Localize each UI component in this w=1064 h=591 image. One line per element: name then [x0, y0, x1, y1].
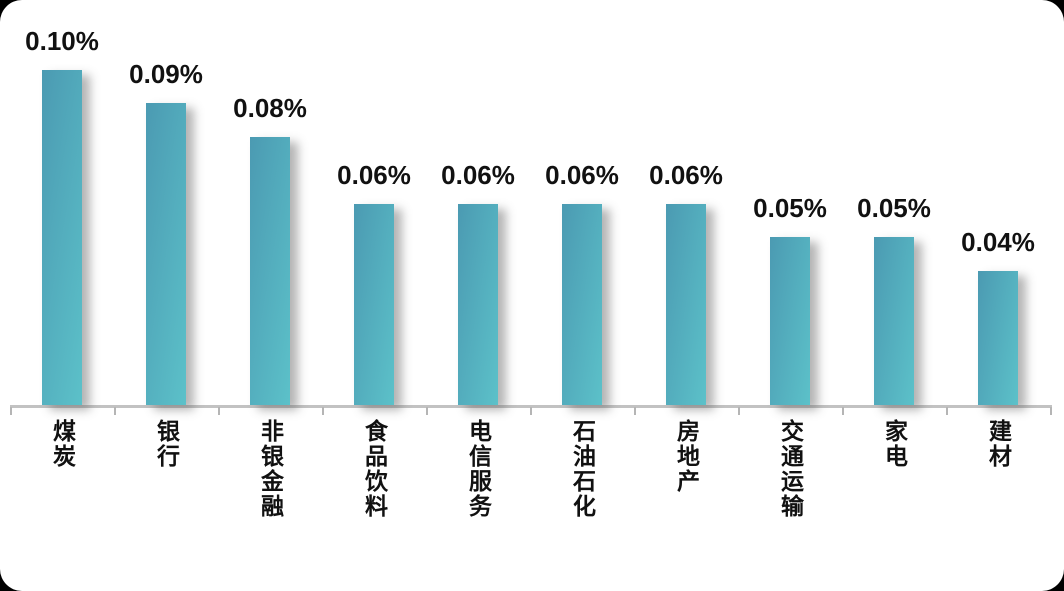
x-axis-label: 食品饮料	[361, 419, 388, 519]
bar	[458, 204, 498, 405]
x-axis-tick	[426, 407, 428, 415]
bar	[874, 237, 914, 405]
x-axis-label: 煤炭	[49, 419, 76, 469]
x-axis-label: 交通运输	[777, 419, 804, 519]
x-axis-tick	[10, 407, 12, 415]
x-axis-tick	[218, 407, 220, 415]
x-axis-line	[10, 405, 1052, 408]
bar	[562, 204, 602, 405]
bar-value-label: 0.06%	[545, 160, 619, 190]
bar-value-label: 0.06%	[649, 160, 723, 190]
bar-value-label: 0.06%	[337, 160, 411, 190]
bar-value-label: 0.04%	[961, 227, 1035, 257]
x-axis-label: 家电	[881, 419, 908, 469]
bar-value-label: 0.10%	[25, 26, 99, 56]
x-axis-label: 电信服务	[465, 419, 492, 519]
bar-value-label: 0.09%	[129, 59, 203, 89]
bar-value-label: 0.05%	[753, 193, 827, 223]
bar	[770, 237, 810, 405]
bar	[250, 137, 290, 405]
x-axis-tick	[114, 407, 116, 415]
bar	[978, 271, 1018, 405]
bar	[42, 70, 82, 405]
x-axis-label: 银行	[153, 419, 180, 469]
x-axis-tick	[530, 407, 532, 415]
bar	[146, 103, 186, 405]
x-axis-tick	[946, 407, 948, 415]
x-axis-tick	[634, 407, 636, 415]
bar	[666, 204, 706, 405]
x-axis-label: 石油石化	[569, 419, 596, 519]
x-axis-tick	[738, 407, 740, 415]
x-axis-label: 建材	[985, 419, 1012, 469]
bar	[354, 204, 394, 405]
bar-value-label: 0.05%	[857, 193, 931, 223]
x-axis-tick	[1050, 407, 1052, 415]
x-axis-label: 房地产	[673, 419, 700, 494]
x-axis-tick	[322, 407, 324, 415]
x-axis-label: 非银金融	[257, 419, 284, 519]
bar-value-label: 0.06%	[441, 160, 515, 190]
bar-value-label: 0.08%	[233, 93, 307, 123]
x-axis-tick	[842, 407, 844, 415]
